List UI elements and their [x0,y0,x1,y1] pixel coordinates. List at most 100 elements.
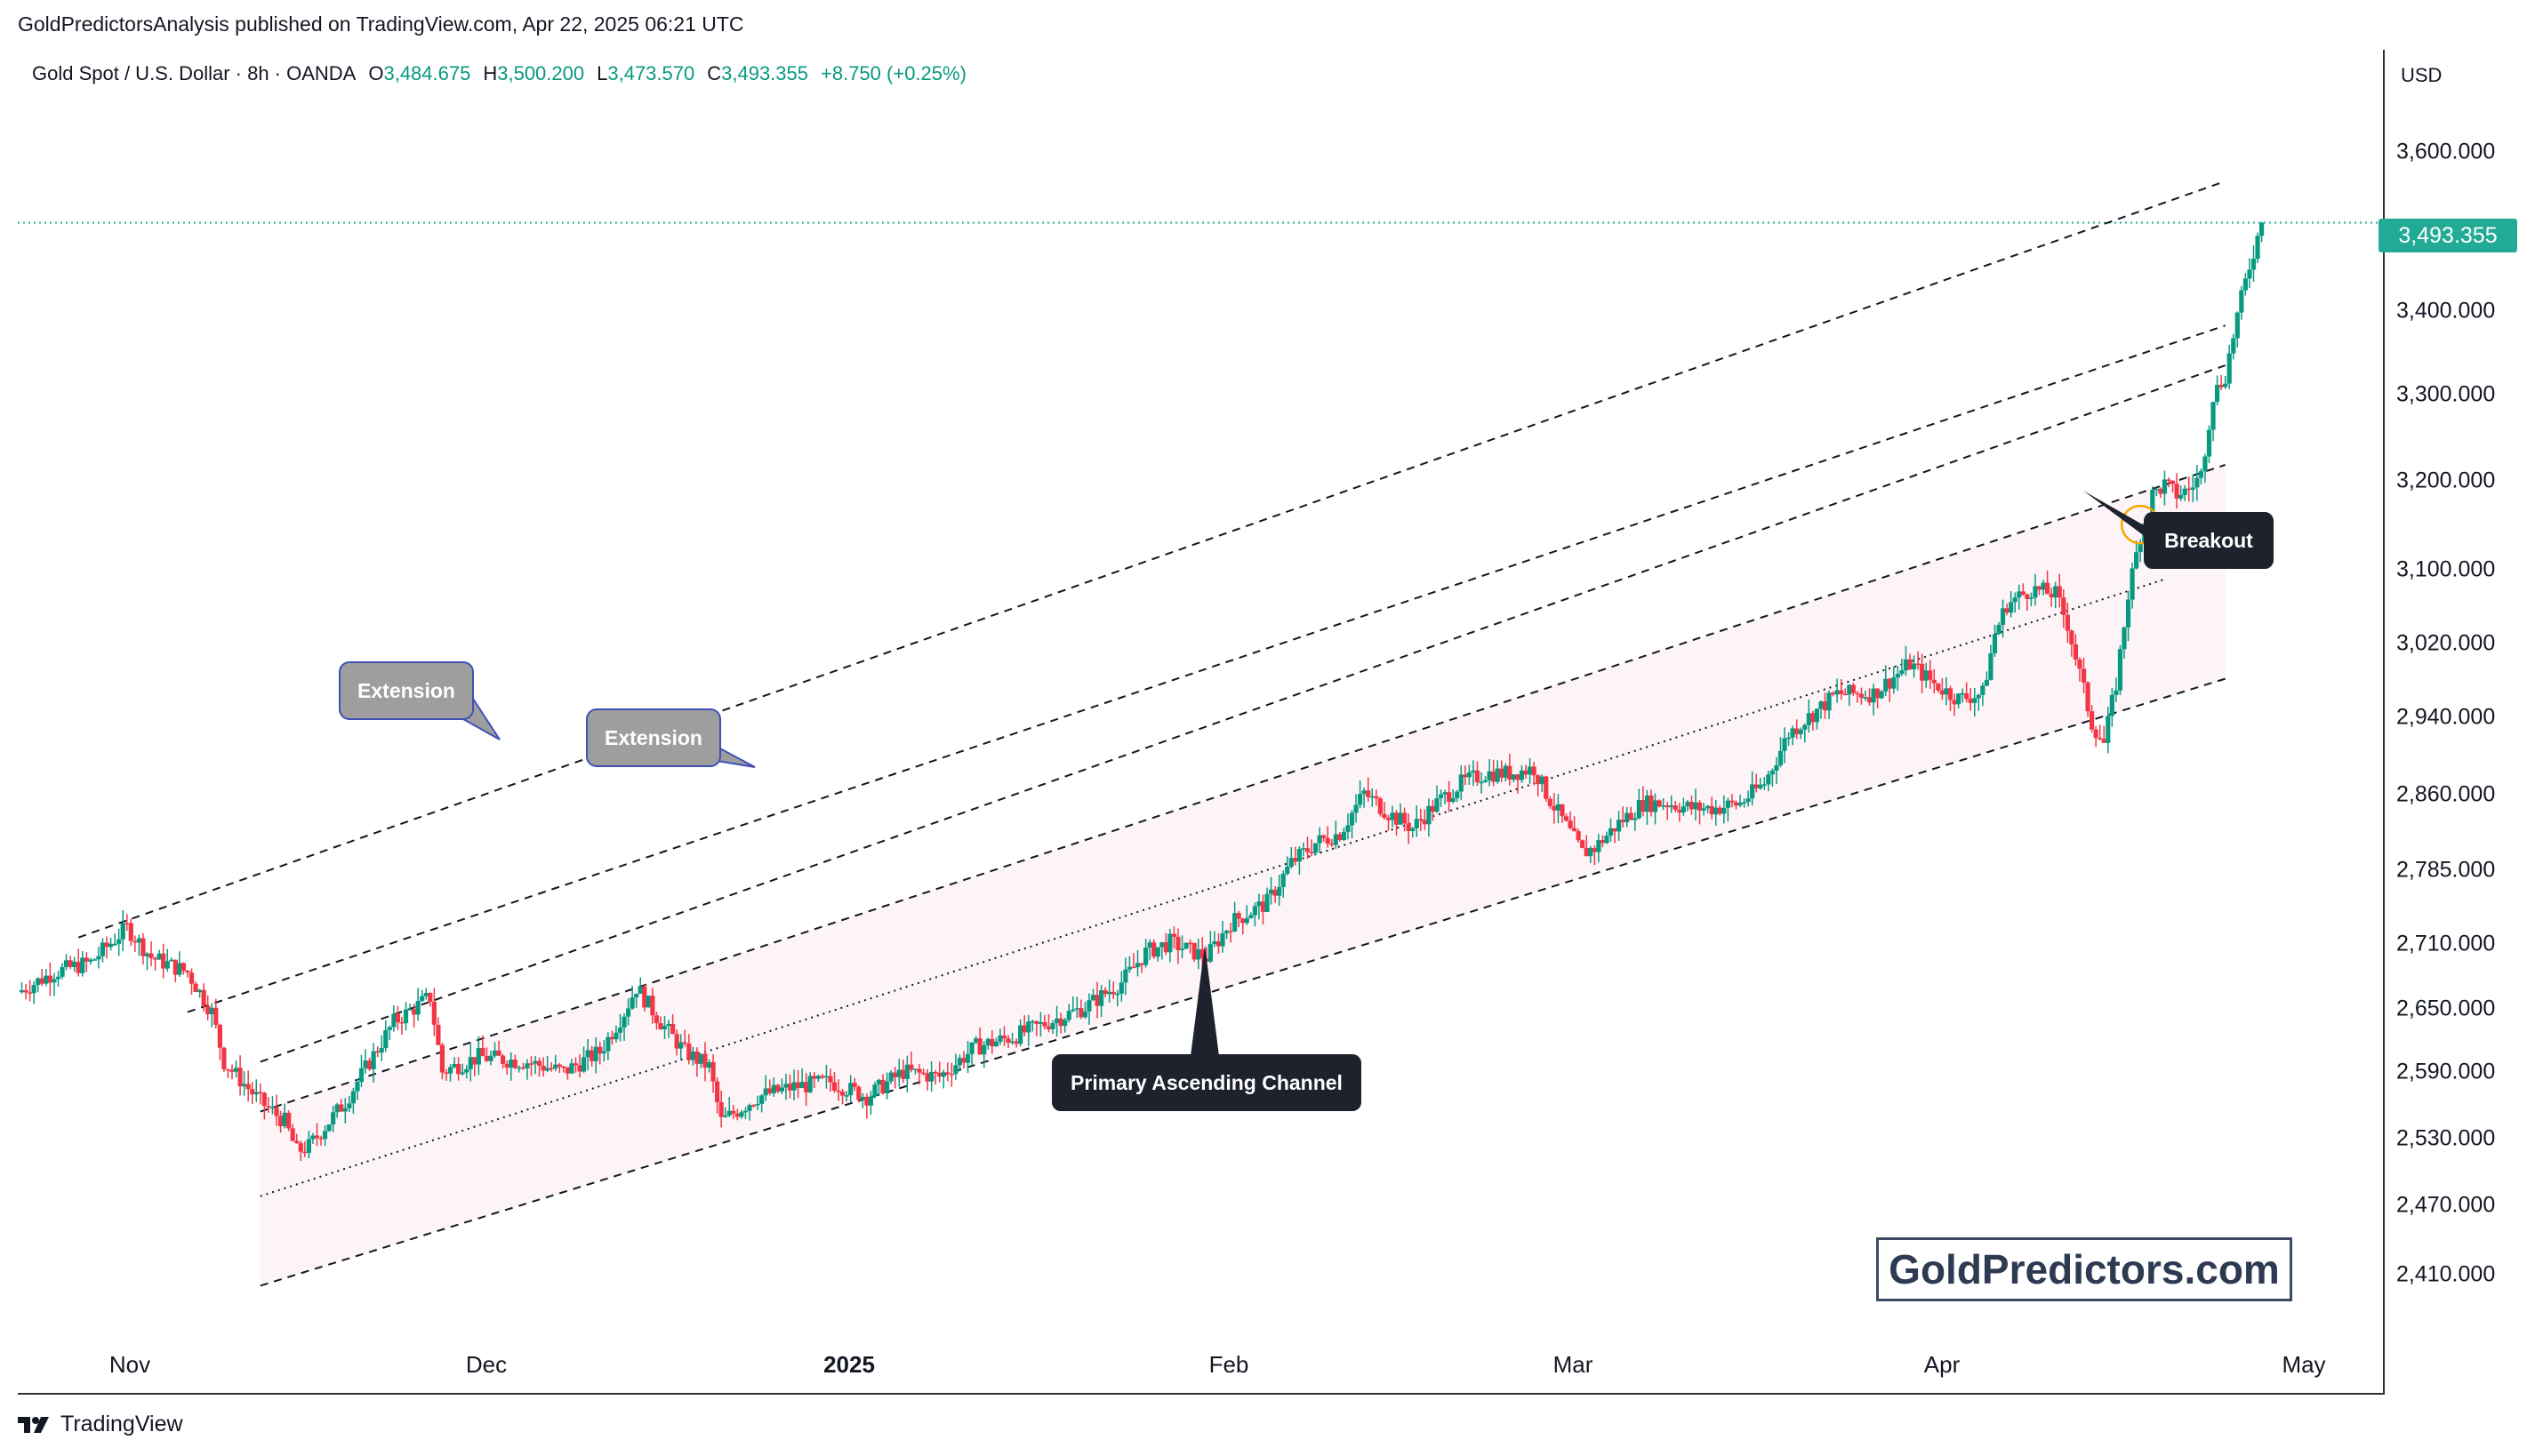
candle-up [1296,849,1303,862]
candle-up [1737,803,1743,806]
candle-up [55,976,61,980]
candle-down [205,1005,211,1015]
candle-down [933,1071,938,1074]
candle-up [969,1042,975,1054]
candle-down [39,978,44,984]
candle-up [1317,835,1322,844]
candle-down [750,1105,757,1107]
candle-up [464,1068,469,1073]
candle-down [541,1066,546,1071]
candle-up [2150,489,2155,515]
candle-up [1539,776,1544,785]
candle-down [339,1104,344,1112]
candle-down [828,1076,833,1083]
candle-up [533,1060,538,1064]
candle-down [670,1023,676,1035]
candle-down [1402,812,1408,824]
candle-up [44,975,49,984]
candle-down [1463,774,1468,778]
candle-down [302,1151,308,1154]
publish-header: GoldPredictorsAnalysis published on Trad… [18,12,744,36]
candle-down [132,940,138,943]
extension-callout-2[interactable]: Extension [586,708,721,767]
candle-up [823,1076,830,1078]
candle-up [569,1063,574,1074]
candle-down [172,959,178,975]
price-tick: 2,590.000 [2396,1059,2496,1084]
candle-down [804,1082,809,1092]
candle-down [399,1022,405,1024]
candle-up [1769,770,1776,775]
candle-down [1677,809,1682,813]
candle-up [993,1041,999,1047]
candle-down [1422,820,1427,825]
candle-down [880,1079,886,1094]
candle-down [1309,852,1314,853]
candle-up [2028,597,2034,599]
candle-up [2242,278,2249,291]
candle-up [1090,995,1096,1001]
tradingview-brand-label: TradingView [60,1412,183,1436]
breakout-callout[interactable]: Breakout [2144,512,2274,569]
candle-down [375,1051,381,1053]
candle-down [185,971,190,973]
candle-up [1883,678,1889,692]
candle-up [282,1112,287,1127]
candle-up [742,1110,749,1113]
candle-down [1887,678,1892,689]
currency-label[interactable]: USD [2401,64,2443,86]
candle-down [148,953,154,958]
candle-down [480,1048,485,1057]
candle-down [1531,766,1536,776]
candle-up [860,1096,865,1100]
candle-up [1661,805,1666,807]
candle-down [2170,480,2176,484]
candle-down [901,1069,906,1079]
candle-up [1223,931,1230,933]
candle-down [472,1057,477,1065]
candle-up [403,1009,409,1024]
candle-down [1620,820,1625,823]
candle-down [1293,858,1298,862]
candle-down [1430,805,1436,812]
candle-down [1915,663,1921,666]
tradingview-brand[interactable]: TradingView [18,1412,183,1437]
candle-up [1442,792,1448,795]
candle-down [1584,847,1589,857]
candle-up [2125,599,2131,628]
candle-up [1115,993,1120,996]
candle-down [836,1090,841,1092]
candle-down [795,1082,801,1089]
candle-up [1147,942,1152,948]
candle-down [1689,802,1695,810]
low-value: 3,473.570 [607,62,695,84]
candle-up [1333,834,1338,845]
candle-up [525,1063,530,1068]
candle-up [96,956,101,960]
extension-callout-1[interactable]: Extension [339,661,474,720]
candle-up [1471,770,1476,772]
price-tick: 2,940.000 [2396,704,2496,730]
candle-up [1082,1011,1088,1018]
candle-up [144,953,150,956]
candle-up [1414,819,1419,828]
chart-panel[interactable] [18,50,2385,1395]
candle-up [407,1009,413,1011]
candle-up [1458,774,1464,792]
candle-up [1693,802,1698,810]
candle-up [1123,969,1128,983]
candle-up [1074,1008,1079,1010]
candle-up [1482,780,1488,782]
candle-down [439,1044,445,1073]
candle-up [164,961,170,969]
price-tick: 3,200.000 [2396,468,2496,493]
candle-up [868,1096,874,1106]
candle-down [201,989,206,1006]
primary-channel-callout[interactable]: Primary Ascending Channel [1052,1054,1361,1111]
high-value: 3,500.200 [497,62,585,84]
candle-up [2214,384,2220,403]
price-tick: 2,410.000 [2396,1261,2496,1287]
candle-up [355,1082,360,1092]
candle-down [1657,800,1662,807]
